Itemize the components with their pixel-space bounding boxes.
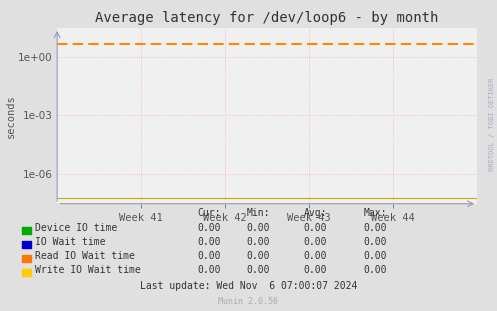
Text: Max:: Max: — [363, 208, 387, 218]
Text: 0.00: 0.00 — [363, 237, 387, 247]
Text: Device IO time: Device IO time — [35, 223, 117, 233]
Text: Min:: Min: — [247, 208, 270, 218]
Text: 0.00: 0.00 — [247, 265, 270, 275]
Y-axis label: seconds: seconds — [6, 94, 16, 138]
Text: 0.00: 0.00 — [363, 223, 387, 233]
Text: 0.00: 0.00 — [197, 237, 221, 247]
Text: 0.00: 0.00 — [304, 265, 328, 275]
Text: 0.00: 0.00 — [363, 251, 387, 261]
Text: Read IO Wait time: Read IO Wait time — [35, 251, 135, 261]
Text: Avg:: Avg: — [304, 208, 328, 218]
Text: 0.00: 0.00 — [247, 223, 270, 233]
Text: Cur:: Cur: — [197, 208, 221, 218]
Text: Last update: Wed Nov  6 07:00:07 2024: Last update: Wed Nov 6 07:00:07 2024 — [140, 281, 357, 290]
Title: Average latency for /dev/loop6 - by month: Average latency for /dev/loop6 - by mont… — [95, 12, 439, 26]
Text: RRDTOOL / TOBI OETIKER: RRDTOOL / TOBI OETIKER — [489, 78, 495, 171]
Text: Munin 2.0.56: Munin 2.0.56 — [219, 297, 278, 306]
Text: 0.00: 0.00 — [197, 265, 221, 275]
Text: 0.00: 0.00 — [197, 251, 221, 261]
Text: 0.00: 0.00 — [363, 265, 387, 275]
Text: Write IO Wait time: Write IO Wait time — [35, 265, 141, 275]
Text: 0.00: 0.00 — [247, 251, 270, 261]
Text: 0.00: 0.00 — [304, 237, 328, 247]
Text: 0.00: 0.00 — [304, 223, 328, 233]
Text: 0.00: 0.00 — [304, 251, 328, 261]
Text: 0.00: 0.00 — [247, 237, 270, 247]
Text: 0.00: 0.00 — [197, 223, 221, 233]
Text: IO Wait time: IO Wait time — [35, 237, 105, 247]
